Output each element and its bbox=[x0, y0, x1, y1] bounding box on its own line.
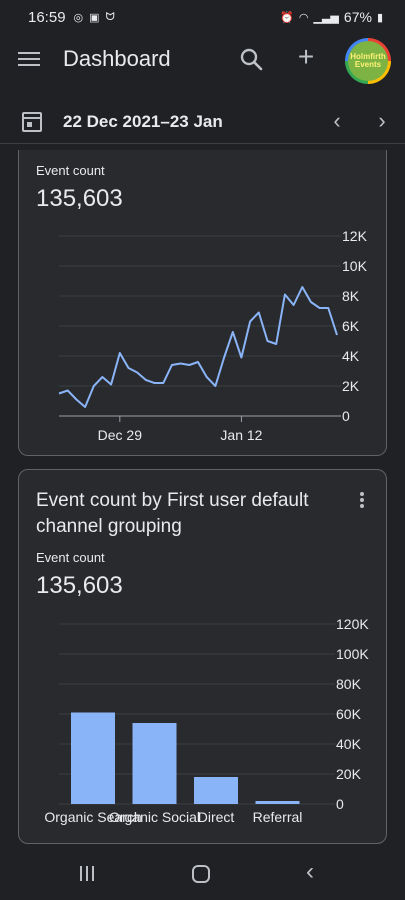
chevron-right-icon[interactable]: › bbox=[378, 108, 386, 133]
ring-app-icon: ▣ bbox=[89, 11, 100, 24]
card-title: Event count by First user default channe… bbox=[36, 490, 309, 537]
app-bar: Dashboard + Holmfirth Events bbox=[0, 34, 405, 86]
date-range-label[interactable]: 22 Dec 2021–23 Jan bbox=[63, 112, 223, 131]
y-tick-label: 4K bbox=[342, 348, 360, 364]
y-tick-label: 0 bbox=[342, 408, 350, 424]
y-tick-label: 12K bbox=[342, 228, 368, 244]
y-tick-label: 6K bbox=[342, 318, 360, 334]
x-tick-label: Referral bbox=[253, 809, 303, 825]
signal-icon: ▁▃▅ bbox=[313, 11, 339, 24]
chevron-left-icon[interactable]: ‹ bbox=[333, 108, 341, 133]
y-tick-label: 40K bbox=[336, 736, 362, 752]
line-chart: 0 2K 4K 6K 8K 10K 12K Dec 29 Jan 12 bbox=[58, 228, 368, 443]
metric-value: 135,603 bbox=[36, 572, 123, 599]
menu-icon[interactable] bbox=[18, 48, 44, 70]
x-tick-label: Direct bbox=[198, 809, 235, 825]
x-tick-label: Organic Social bbox=[109, 809, 200, 825]
y-tick-label: 2K bbox=[342, 378, 360, 394]
back-icon[interactable]: ‹ bbox=[306, 858, 314, 885]
y-tick-label: 100K bbox=[336, 646, 369, 662]
avatar-text-line2: Events bbox=[354, 60, 382, 69]
y-tick-label: 20K bbox=[336, 766, 362, 782]
event-count-card: Event count 135,603 0 2K 4K 6K 8K 10K 12K Dec 2… bbox=[18, 150, 387, 456]
search-icon[interactable] bbox=[238, 46, 266, 74]
battery-level: 67% bbox=[343, 9, 372, 25]
metric-label: Event count bbox=[36, 163, 105, 178]
avatar-logo: Holmfirth Events bbox=[348, 41, 388, 81]
bar bbox=[71, 712, 115, 804]
bar bbox=[194, 777, 238, 804]
avatar[interactable]: Holmfirth Events bbox=[345, 38, 391, 84]
avatar-text-line1: Holmfirth bbox=[350, 51, 386, 61]
y-tick-label: 8K bbox=[342, 288, 360, 304]
y-tick-label: 60K bbox=[336, 706, 362, 722]
y-tick-label: 10K bbox=[342, 258, 368, 274]
recent-apps-icon[interactable] bbox=[80, 866, 98, 882]
add-icon[interactable]: + bbox=[297, 41, 315, 72]
home-icon[interactable] bbox=[192, 865, 210, 883]
page-title: Dashboard bbox=[63, 46, 171, 71]
status-time: 16:59 bbox=[28, 8, 66, 26]
x-tick-label: Organic Search bbox=[44, 809, 141, 825]
status-bar: 16:59 ◎ ▣ ᗢ ⏰ ◠ ▁▃▅ 67% ▮ bbox=[0, 0, 405, 34]
bar bbox=[255, 801, 300, 804]
channel-grouping-card: Event count by First user default channe… bbox=[18, 469, 387, 844]
bar-chart: 0 20K 40K 60K 80K 100K 120K Organic SearchOrgan… bbox=[44, 616, 369, 825]
y-tick-label: 120K bbox=[336, 616, 369, 632]
cat-app-icon: ᗢ bbox=[105, 10, 115, 23]
battery-icon: ▮ bbox=[376, 11, 383, 24]
x-tick-label: Jan 12 bbox=[220, 427, 262, 443]
calendar-icon[interactable] bbox=[22, 112, 42, 132]
system-nav-bar: ‹ bbox=[0, 846, 405, 900]
y-tick-label: 0 bbox=[336, 796, 344, 812]
date-range-bar: 22 Dec 2021–23 Jan ‹ › bbox=[0, 100, 405, 144]
series-line bbox=[58, 286, 338, 408]
more-options-icon[interactable] bbox=[355, 490, 369, 512]
y-tick-label: 80K bbox=[336, 676, 362, 692]
x-tick-label: Dec 29 bbox=[98, 427, 143, 443]
metric-value: 135,603 bbox=[36, 185, 123, 212]
wifi-icon: ◠ bbox=[298, 11, 309, 24]
threads-icon: ◎ bbox=[73, 11, 84, 24]
alarm-icon: ⏰ bbox=[280, 11, 294, 24]
bar bbox=[132, 723, 177, 804]
metric-label: Event count bbox=[36, 550, 105, 565]
